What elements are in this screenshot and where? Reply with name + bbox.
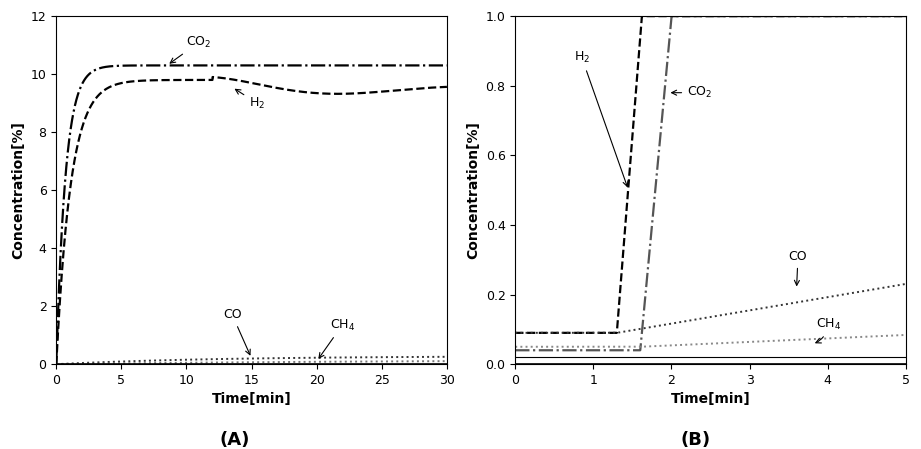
Text: CO$_2$: CO$_2$: [170, 35, 212, 63]
Text: CO$_2$: CO$_2$: [671, 85, 713, 100]
X-axis label: Time[min]: Time[min]: [212, 392, 291, 406]
Text: CH$_4$: CH$_4$: [319, 317, 355, 358]
Text: H$_2$: H$_2$: [236, 89, 265, 111]
Text: (A): (A): [220, 431, 250, 449]
Text: CH$_4$: CH$_4$: [816, 317, 841, 343]
Y-axis label: Concentration[%]: Concentration[%]: [11, 121, 25, 259]
X-axis label: Time[min]: Time[min]: [670, 392, 751, 406]
Text: (B): (B): [681, 431, 710, 449]
Y-axis label: Concentration[%]: Concentration[%]: [466, 121, 480, 259]
Text: CO: CO: [788, 250, 808, 285]
Text: CO: CO: [223, 308, 251, 355]
Text: H$_2$: H$_2$: [574, 50, 628, 186]
